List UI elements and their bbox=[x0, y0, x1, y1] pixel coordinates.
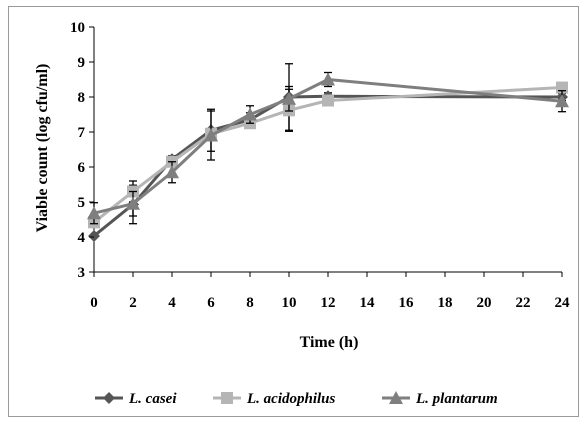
data-point bbox=[282, 91, 296, 105]
x-tick-label: 8 bbox=[246, 295, 254, 311]
y-axis-title: Viable count (log cfu/ml) bbox=[34, 64, 51, 233]
data-point bbox=[87, 206, 101, 220]
legend-swatch-marker bbox=[389, 391, 403, 404]
data-point bbox=[204, 128, 218, 142]
legend-label: L. casei bbox=[128, 391, 177, 407]
x-tick-label: 18 bbox=[438, 295, 453, 311]
x-tick-label: 10 bbox=[282, 295, 297, 311]
legend-label: L. acidophilus bbox=[246, 391, 336, 407]
legend-swatch-marker bbox=[221, 392, 233, 404]
x-tick-label: 4 bbox=[168, 295, 176, 311]
data-point bbox=[321, 72, 335, 86]
y-tick-label: 6 bbox=[78, 160, 86, 176]
x-tick-label: 20 bbox=[477, 295, 492, 311]
x-tick-label: 6 bbox=[207, 295, 215, 311]
x-axis-ticks: 0 2 4 6 8 10 12 14 16 18 20 22 24 bbox=[90, 272, 570, 311]
legend-label: L. plantarum bbox=[415, 391, 498, 407]
series-l--plantarum bbox=[87, 71, 569, 225]
y-tick-label: 10 bbox=[70, 20, 85, 36]
data-point bbox=[165, 165, 179, 179]
y-tick-label: 7 bbox=[78, 125, 86, 141]
series-l--acidophilus bbox=[88, 81, 568, 229]
data-point bbox=[322, 94, 334, 107]
y-tick-label: 8 bbox=[78, 90, 86, 106]
x-axis-title: Time (h) bbox=[300, 334, 359, 351]
legend: L. casei L. acidophilus L. plantarum bbox=[95, 391, 498, 407]
y-tick-label: 5 bbox=[78, 195, 86, 211]
plot-area bbox=[87, 27, 569, 273]
data-point bbox=[126, 196, 140, 210]
data-point bbox=[88, 229, 100, 242]
data-point bbox=[555, 94, 569, 108]
x-tick-label: 12 bbox=[321, 295, 336, 311]
series-line bbox=[93, 86, 563, 224]
y-axis-ticks: 3 4 5 6 7 8 9 10 bbox=[70, 20, 94, 281]
y-tick-label: 4 bbox=[78, 230, 86, 246]
x-tick-label: 22 bbox=[516, 295, 531, 311]
legend-item: L. plantarum bbox=[382, 391, 498, 407]
x-tick-label: 24 bbox=[555, 295, 571, 311]
y-tick-label: 3 bbox=[78, 265, 86, 281]
y-tick-label: 9 bbox=[78, 55, 86, 71]
x-tick-label: 2 bbox=[129, 295, 137, 311]
legend-swatch-marker bbox=[103, 392, 115, 404]
x-tick-label: 16 bbox=[399, 295, 415, 311]
x-tick-label: 0 bbox=[90, 295, 98, 311]
x-tick-label: 14 bbox=[360, 295, 376, 311]
legend-item: L. acidophilus bbox=[213, 391, 336, 407]
legend-item: L. casei bbox=[95, 391, 177, 407]
series-line bbox=[93, 78, 563, 215]
chart-frame bbox=[8, 6, 579, 417]
data-point bbox=[243, 107, 257, 121]
